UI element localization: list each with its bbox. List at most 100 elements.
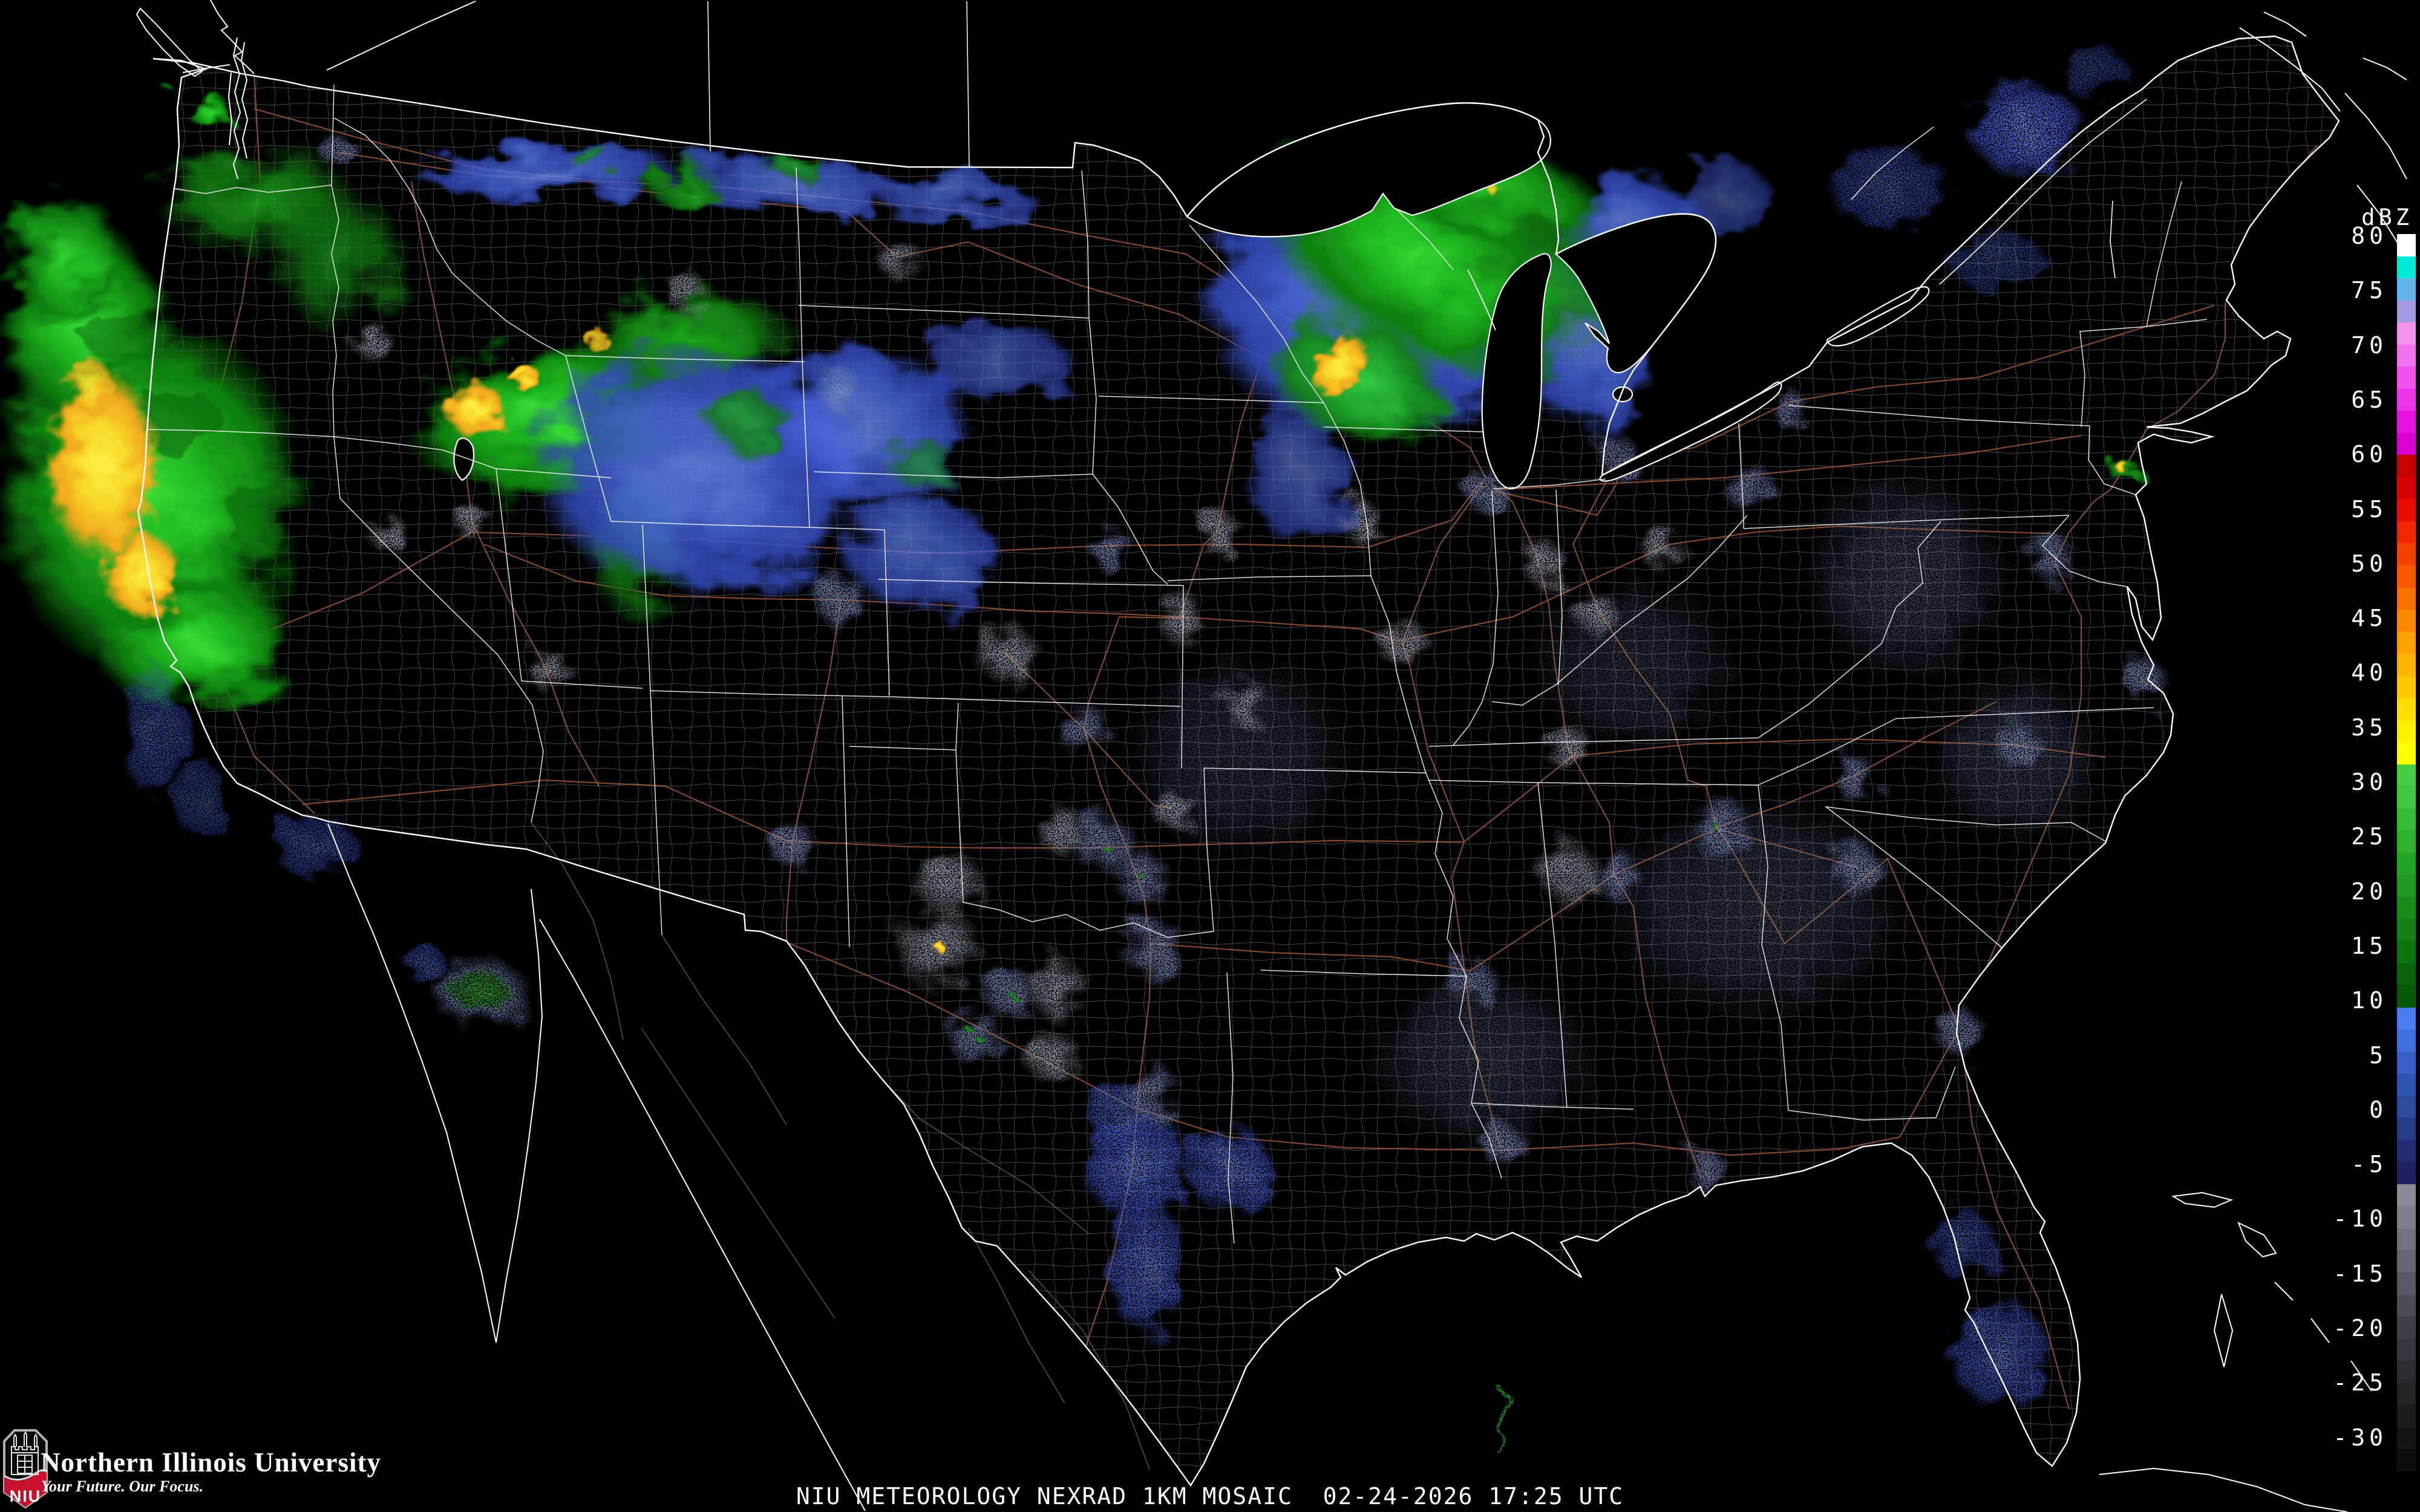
canada-mexico-coast [136, 0, 2411, 1512]
echo-clutter-cores [931, 826, 1724, 1039]
state-borders [146, 84, 2208, 1244]
colorbar-tick-50: 50 [2351, 550, 2387, 577]
colorbar-tick-40: 40 [2351, 659, 2387, 686]
colorbar-segment [2397, 411, 2416, 433]
colorbar-segment [2397, 1007, 2416, 1030]
colorbar-segment [2397, 742, 2416, 764]
shield-castle-icon [11, 1430, 39, 1475]
green-bay [1467, 269, 1496, 331]
lake-champlain [2110, 200, 2116, 279]
echo-south [121, 662, 2049, 1458]
colorbar-tick-10: 10 [2351, 987, 2387, 1014]
colorbar-segment [2397, 852, 2416, 875]
colorbar-segment [2397, 1361, 2416, 1383]
university-name: Northern Illinois University [41, 1447, 381, 1478]
colorbar-segment [2397, 1051, 2416, 1074]
colorbar-segment [2397, 432, 2416, 455]
colorbar-tick--10: -10 [2333, 1205, 2387, 1233]
colorbar-segment [2397, 477, 2416, 500]
colorbar-segment [2397, 256, 2416, 279]
colorbar-tick-70: 70 [2351, 331, 2387, 359]
colorbar-segment [2397, 1405, 2416, 1427]
great-lakes [453, 102, 2116, 489]
colorbar-segment [2397, 234, 2416, 256]
colorbar-segment [2397, 963, 2416, 986]
colorbar-segment [2397, 521, 2416, 544]
colorbar-segment [2397, 455, 2416, 477]
colorbar-tick-0: 0 [2369, 1096, 2387, 1123]
echo-plains [411, 141, 1077, 611]
colorbar-tick-60: 60 [2351, 441, 2387, 468]
colorbar-segment [2397, 278, 2416, 301]
colorbar-tick-25: 25 [2351, 823, 2387, 850]
colorbar-segment [2397, 1228, 2416, 1251]
shield-red-field [4, 1471, 47, 1507]
colorbar-tick--25: -25 [2333, 1369, 2387, 1396]
colorbar-segment [2397, 300, 2416, 323]
colorbar-segment [2397, 808, 2416, 831]
colorbar-tick--30: -30 [2333, 1424, 2387, 1451]
colorbar-segment [2397, 985, 2416, 1008]
colorbar-tick--5: -5 [2351, 1151, 2387, 1178]
colorbar-segment [2397, 1427, 2416, 1450]
colorbar-segment [2397, 1294, 2416, 1317]
colorbar-tick-65: 65 [2351, 386, 2387, 414]
colorbar-segment [2397, 676, 2416, 699]
colorbar-tick-45: 45 [2351, 605, 2387, 632]
colorbar-segment [2397, 1095, 2416, 1118]
colorbar-segment [2397, 786, 2416, 809]
colorbar-segment [2397, 388, 2416, 411]
colorbar-tick-75: 75 [2351, 277, 2387, 304]
shield-swoosh [4, 1469, 47, 1481]
colorbar-tick-15: 15 [2351, 933, 2387, 960]
shield-niu-text: NIU [10, 1487, 42, 1505]
colorbar-tick-5: 5 [2369, 1041, 2387, 1069]
colorbar-segment [2397, 610, 2416, 632]
colorbar-tick--15: -15 [2333, 1260, 2387, 1287]
colorbar-segment [2397, 919, 2416, 941]
lake-michigan [1481, 253, 1552, 489]
colorbar-segment [2397, 1338, 2416, 1361]
colorbar-segment [2397, 1118, 2416, 1140]
colorbar-segment [2397, 322, 2416, 345]
colorbar-tick-35: 35 [2351, 714, 2387, 741]
colorbar-segment [2397, 764, 2416, 787]
echo-nj-cell [2107, 457, 2143, 484]
colorbar-tick-80: 80 [2351, 223, 2387, 250]
echo-west-core [45, 357, 182, 620]
colorbar-segment [2397, 896, 2416, 919]
university-tagline: Your Future. Our Focus. [41, 1478, 204, 1495]
colorbar-segment [2397, 1029, 2416, 1052]
product-caption: NIU METEOROLOGY NEXRAD 1KM MOSAIC 02-24-… [796, 1483, 1624, 1510]
colorbar-segment [2397, 720, 2416, 743]
colorbar-segment [2397, 565, 2416, 588]
mexico-canada-lines [531, 822, 1150, 1470]
colorbar-segment [2397, 1206, 2416, 1228]
echo-utah-core [442, 328, 609, 435]
colorbar-segment [2397, 941, 2416, 963]
colorbar-tick-20: 20 [2351, 878, 2387, 905]
colorbar-unit-label: dBZ [2361, 204, 2413, 230]
colorbar-segment [2397, 344, 2416, 367]
colorbar-segment [2397, 367, 2416, 389]
colorbar-segment [2397, 875, 2416, 897]
colorbar-segment [2397, 1449, 2416, 1471]
colorbar-segment [2397, 1272, 2416, 1295]
colorbar-segment [2397, 654, 2416, 676]
colorbar-segment [2397, 830, 2416, 853]
colorbar-tick-55: 55 [2351, 495, 2387, 523]
colorbar-segment [2397, 1317, 2416, 1339]
dbz-colorbar [2397, 234, 2416, 1471]
colorbar-segment [2397, 631, 2416, 654]
colorbar-tick--20: -20 [2333, 1315, 2387, 1342]
colorbar-segment [2397, 1074, 2416, 1096]
lake-st-clair [1612, 386, 1634, 403]
niu-shield-logo: NIU [3, 1429, 48, 1509]
great-salt-lake [453, 437, 475, 481]
colorbar-tick-30: 30 [2351, 769, 2387, 796]
colorbar-segment [2397, 1250, 2416, 1272]
colorbar-segment [2397, 1383, 2416, 1406]
colorbar-segment [2397, 543, 2416, 565]
